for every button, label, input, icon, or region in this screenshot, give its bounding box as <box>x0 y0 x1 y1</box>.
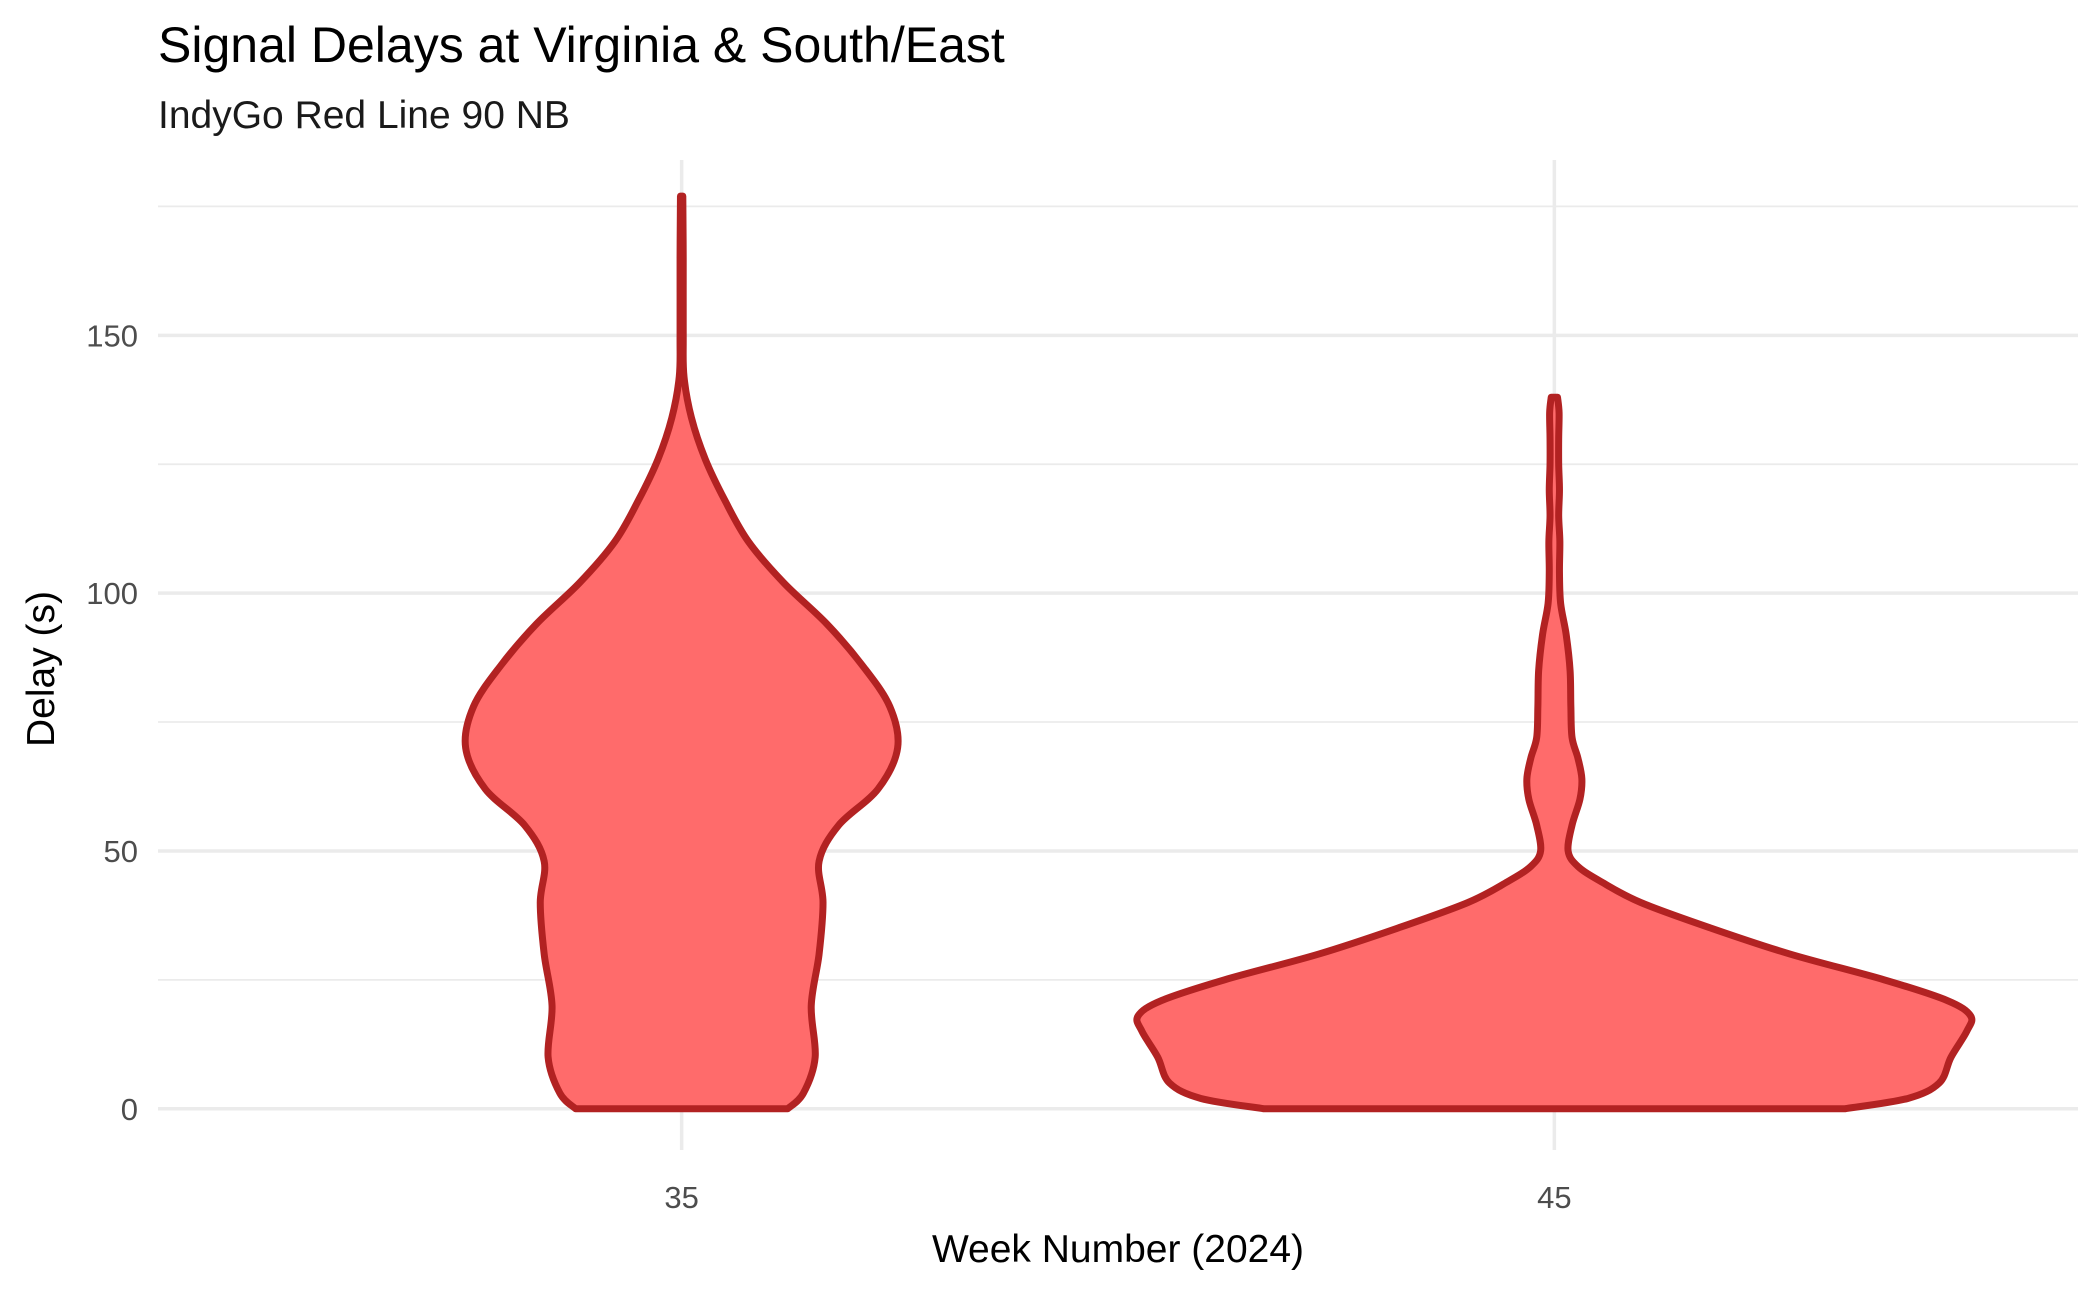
y-tick-label: 0 <box>121 1092 138 1127</box>
chart-subtitle: IndyGo Red Line 90 NB <box>158 94 570 137</box>
y-axis-ticks: 0 50 100 150 <box>86 318 138 1126</box>
y-tick-label: 100 <box>86 576 138 611</box>
chart-title: Signal Delays at Virginia & South/East <box>158 17 1005 73</box>
violins <box>461 192 1976 1113</box>
y-tick-label: 150 <box>86 318 138 353</box>
violin-week-35 <box>461 192 902 1113</box>
y-axis-title: Delay (s) <box>20 591 63 747</box>
x-tick-label: 45 <box>1537 1180 1571 1215</box>
x-axis-ticks: 35 45 <box>664 1180 1571 1215</box>
violin-week-45 <box>1133 393 1976 1113</box>
y-tick-label: 50 <box>104 834 138 869</box>
x-tick-label: 35 <box>664 1180 698 1215</box>
x-axis-title: Week Number (2024) <box>932 1228 1304 1271</box>
